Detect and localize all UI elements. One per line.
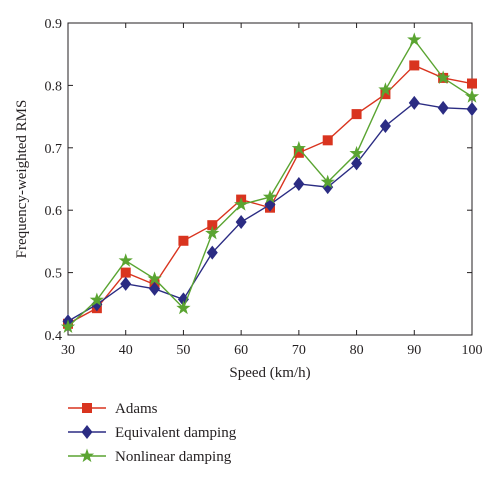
data-point <box>147 271 162 285</box>
legend-marker <box>82 403 92 413</box>
data-point <box>408 95 420 110</box>
data-point <box>322 135 333 146</box>
series-diamond <box>62 95 478 329</box>
y-tick-label: 0.7 <box>45 142 63 157</box>
data-point <box>349 145 364 160</box>
data-point <box>206 245 218 260</box>
data-point <box>409 60 420 71</box>
x-tick-label: 30 <box>61 343 75 358</box>
data-point <box>351 109 362 120</box>
data-point <box>205 225 220 240</box>
y-tick-label: 0.4 <box>45 329 63 344</box>
legend-label: Equivalent damping <box>115 425 237 441</box>
data-point <box>291 140 306 155</box>
x-tick-label: 80 <box>350 343 364 358</box>
legend-label: Nonlinear damping <box>115 449 232 465</box>
data-point <box>464 89 480 103</box>
y-tick-label: 0.6 <box>45 204 63 219</box>
x-tick-label: 40 <box>119 343 133 358</box>
legend-label: Adams <box>115 401 158 417</box>
y-axis-label: Frequency-weighted RMS <box>14 100 30 259</box>
data-point <box>436 70 451 84</box>
x-tick-label: 100 <box>462 343 483 358</box>
data-point <box>60 319 76 333</box>
y-tick-label: 0.8 <box>45 79 63 94</box>
x-tick-label: 50 <box>176 343 190 358</box>
legend: Adams Equivalent damping Nonlinear damping <box>68 401 237 465</box>
data-point <box>293 176 305 191</box>
x-tick-label: 60 <box>234 343 248 358</box>
series-layer <box>60 32 480 333</box>
data-point <box>320 174 335 189</box>
y-tick-label: 0.9 <box>45 17 63 32</box>
data-point <box>293 147 304 158</box>
x-tick-label: 70 <box>292 343 306 358</box>
y-tick-label: 0.5 <box>45 267 63 282</box>
data-point <box>235 215 247 230</box>
data-point <box>149 281 161 296</box>
legend-marker <box>81 425 93 439</box>
data-point <box>207 220 218 231</box>
legend-marker <box>79 448 95 463</box>
data-point <box>407 32 422 46</box>
data-point <box>437 100 449 115</box>
ticks: 30 40 50 60 70 80 90 100 0.4 0.5 0.6 0.7 0.8 0.9 <box>45 17 483 358</box>
plot-area <box>67 22 473 336</box>
data-point <box>176 300 191 315</box>
data-point <box>120 267 131 278</box>
x-tick-label: 90 <box>407 343 421 358</box>
data-point <box>234 197 249 211</box>
data-point <box>380 89 391 100</box>
data-point <box>379 118 391 133</box>
data-point <box>378 82 393 96</box>
data-point <box>262 189 278 204</box>
data-point <box>120 276 132 291</box>
x-axis-label: Speed (km/h) <box>229 365 310 381</box>
data-point <box>467 78 477 89</box>
data-point <box>89 292 104 307</box>
data-point <box>351 156 363 171</box>
data-point <box>178 235 189 246</box>
series-star <box>60 32 480 333</box>
data-point <box>118 253 133 267</box>
data-point <box>466 102 478 117</box>
